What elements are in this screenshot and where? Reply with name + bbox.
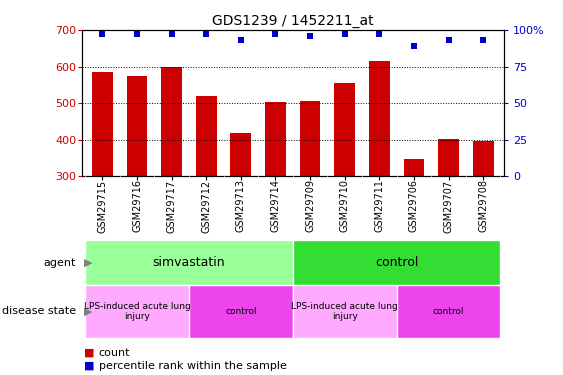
Text: simvastatin: simvastatin <box>153 256 225 269</box>
Text: ■: ■ <box>84 361 95 370</box>
Text: GSM29717: GSM29717 <box>167 180 177 232</box>
Point <box>236 37 245 43</box>
Text: GSM29711: GSM29711 <box>374 180 385 232</box>
Text: GSM29715: GSM29715 <box>97 180 108 232</box>
Bar <box>265 102 286 176</box>
Text: GSM29713: GSM29713 <box>236 180 246 232</box>
Bar <box>196 96 217 176</box>
Point <box>98 32 107 38</box>
Point <box>375 32 384 38</box>
Bar <box>473 141 494 176</box>
Bar <box>334 83 355 176</box>
Text: agent: agent <box>43 258 76 267</box>
Bar <box>189 285 293 338</box>
Text: GSM29716: GSM29716 <box>132 180 142 232</box>
Point <box>479 37 488 43</box>
Bar <box>369 61 390 176</box>
Text: percentile rank within the sample: percentile rank within the sample <box>99 361 287 370</box>
Point <box>167 32 176 38</box>
Bar <box>230 133 251 176</box>
Text: control: control <box>375 256 418 269</box>
Bar <box>127 76 148 176</box>
Text: LPS-induced acute lung
injury: LPS-induced acute lung injury <box>84 302 190 321</box>
Text: ▶: ▶ <box>84 258 93 267</box>
Bar <box>293 285 396 338</box>
Bar <box>293 240 501 285</box>
Text: count: count <box>99 348 130 357</box>
Point <box>271 32 280 38</box>
Text: LPS-induced acute lung
injury: LPS-induced acute lung injury <box>291 302 398 321</box>
Point <box>132 32 141 38</box>
Bar <box>300 100 320 176</box>
Point <box>340 32 349 38</box>
Bar <box>92 72 113 176</box>
Text: GSM29712: GSM29712 <box>201 180 211 232</box>
Text: control: control <box>225 307 257 316</box>
Bar <box>404 159 425 176</box>
Bar <box>396 285 501 338</box>
Point <box>409 43 418 49</box>
Bar <box>161 67 182 176</box>
Text: GSM29709: GSM29709 <box>305 180 315 232</box>
Text: GSM29706: GSM29706 <box>409 180 419 232</box>
Point <box>444 37 453 43</box>
Text: GSM29714: GSM29714 <box>270 180 280 232</box>
Text: GSM29710: GSM29710 <box>339 180 350 232</box>
Text: GSM29708: GSM29708 <box>478 180 488 232</box>
Text: control: control <box>433 307 464 316</box>
Text: disease state: disease state <box>2 306 76 316</box>
Point <box>306 33 315 39</box>
Text: ▶: ▶ <box>84 306 93 316</box>
Bar <box>85 285 189 338</box>
Bar <box>438 139 459 176</box>
Title: GDS1239 / 1452211_at: GDS1239 / 1452211_at <box>212 13 374 28</box>
Text: ■: ■ <box>84 348 95 357</box>
Bar <box>85 240 293 285</box>
Point <box>202 32 211 38</box>
Text: GSM29707: GSM29707 <box>444 180 454 232</box>
